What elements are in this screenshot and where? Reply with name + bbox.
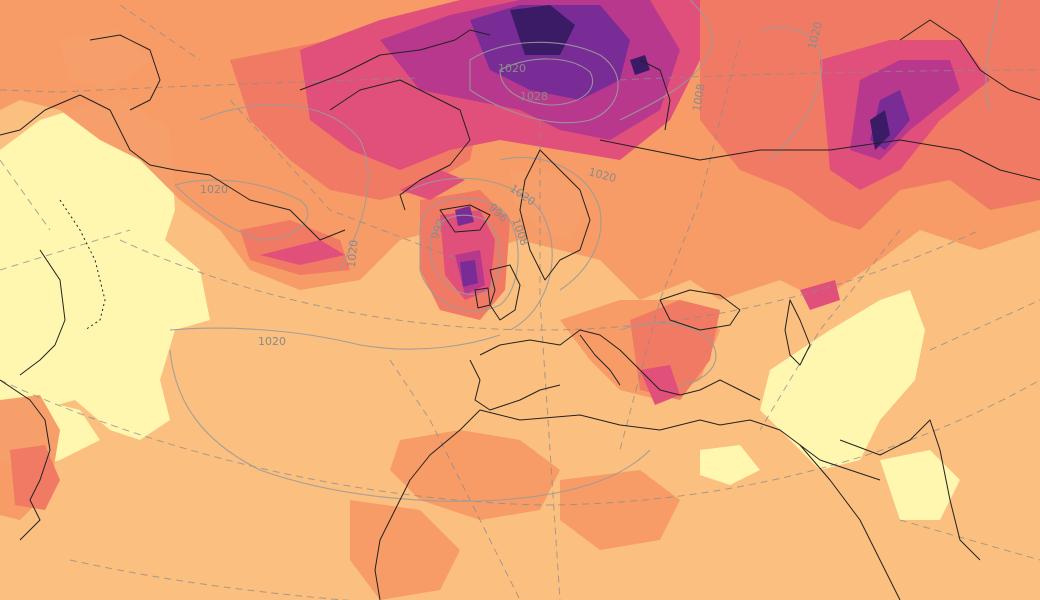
scandinavia-coast [519, 149, 591, 281]
meridian-line [0, 159, 51, 231]
meridian-line [389, 359, 521, 600]
alaska-coast [89, 34, 161, 111]
isobar-line [759, 26, 823, 161]
caspian-coast [784, 299, 811, 366]
greenland-pink-streak [400, 170, 465, 200]
isobar-line [409, 177, 553, 331]
africa-orange-patch [560, 470, 680, 550]
caspian-pink-streak [800, 280, 840, 310]
iceland-coast [439, 204, 491, 233]
siberia-dark-core [870, 110, 890, 150]
middle-east-light-region [760, 290, 925, 470]
isobar-label: 1028 [520, 90, 548, 103]
isobar-line [469, 41, 619, 124]
meridian-line [229, 99, 461, 261]
arabia-coast [839, 419, 981, 561]
meridian-line [929, 299, 1040, 351]
isobar-line [985, 0, 1001, 111]
uk-coast [489, 264, 521, 321]
isobar-label: 1020 [258, 335, 286, 348]
isobar-line [419, 197, 519, 312]
isobar-label: 1020 [200, 183, 228, 196]
graticule [0, 4, 1040, 600]
meridian-line [0, 229, 131, 271]
aegean-pink-patch [640, 365, 680, 405]
meridian-line [759, 229, 901, 431]
africa-coast [479, 409, 881, 481]
hudson-coast [19, 249, 66, 376]
sahara-light-patch [700, 445, 760, 485]
florida-salmon-patch [10, 445, 60, 510]
isobar-line [619, 0, 714, 121]
isobar-line [499, 156, 602, 291]
red-sea-coast [799, 444, 901, 600]
west-africa-orange-band [350, 500, 460, 600]
latitude-line [0, 77, 421, 93]
us-east-coast [0, 379, 51, 541]
arctic-dark-spot [630, 55, 650, 75]
italy-coast [579, 334, 621, 386]
novaya-zemlya-coast [639, 59, 671, 131]
latitude-line [119, 229, 981, 331]
north-america-light-region [0, 95, 210, 440]
europe-coast [479, 329, 761, 401]
black-sea-coast [659, 289, 741, 331]
isobar-line [169, 327, 501, 350]
dark-regions [510, 5, 890, 150]
meridian-line [899, 519, 1040, 561]
north-america-coast [0, 94, 346, 241]
arabia-light-patch [880, 450, 960, 520]
atlantic-low-purple-spot-north [455, 206, 474, 226]
arctic-islands-coast [299, 29, 491, 91]
isobar-line [169, 349, 651, 502]
isobar-line [174, 179, 309, 241]
latitude-line [0, 379, 1040, 506]
coastlines [0, 19, 1040, 600]
siberia-islands-coast [899, 19, 1040, 101]
isobar-label: 1020 [345, 239, 360, 268]
ireland-coast [474, 287, 491, 309]
meridian-line [119, 4, 201, 61]
latitude-line [619, 69, 1040, 81]
isobar-line [199, 104, 369, 271]
iberia-coast [469, 359, 561, 411]
isobars [169, 0, 1001, 502]
isobar-label: 1008 [690, 83, 708, 113]
latitude-line [69, 559, 351, 600]
isobar-line [429, 214, 501, 295]
labrador-pink-streak [260, 240, 345, 265]
greenland-coast [329, 79, 471, 211]
west-africa-coast [374, 409, 481, 600]
hudson-dotted-coast [59, 199, 106, 331]
atlantic-low-purple-spot [460, 260, 478, 287]
isobar-line [619, 322, 717, 386]
isobar-line [499, 58, 593, 106]
isobar-label: 1020 [498, 62, 526, 75]
meridian-line [619, 39, 741, 451]
russia-arctic-coast [599, 139, 1040, 181]
